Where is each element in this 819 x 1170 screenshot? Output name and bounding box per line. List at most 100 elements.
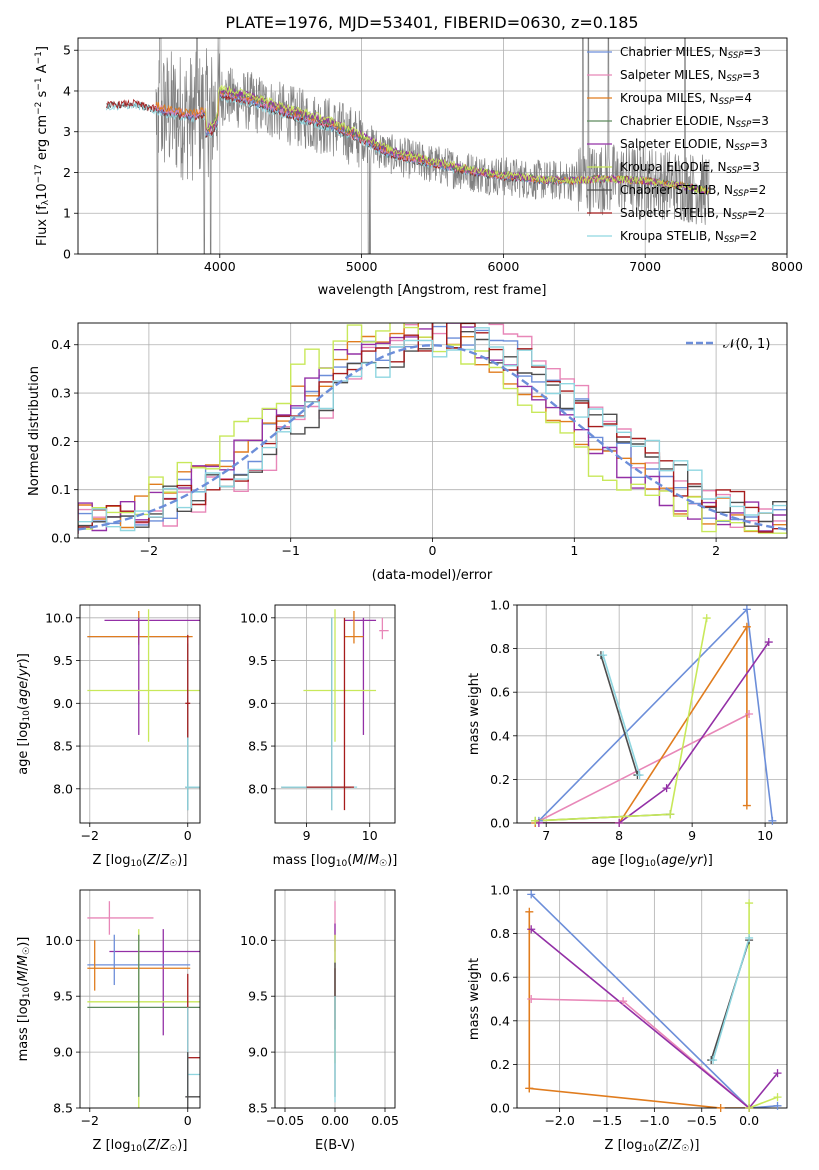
y-tick-label: 1.0 <box>490 883 510 898</box>
label-part: Z [log <box>605 1138 643 1153</box>
label-part: )] <box>703 853 713 868</box>
ebv-panel: −0.05 0.00 0.05 8.5 9.0 9.5 10.0 E(B-V) <box>240 889 399 1153</box>
weight-marker-kroupa_elodie <box>745 899 754 908</box>
legend-entry-kroupa_elodie: Kroupa ELODIE, NSSP=3 <box>620 160 760 176</box>
legend-label: Salpeter MILES, N <box>620 68 727 82</box>
y-tick-label: 0.2 <box>490 1057 510 1072</box>
x-tick-label: −2 <box>81 1113 99 1128</box>
y-tick-label: 8.5 <box>53 739 73 754</box>
x-axis-label: Z [log10(Z/Z☉)] <box>605 1138 700 1154</box>
label-part: / <box>364 853 369 868</box>
label-part: / <box>685 853 690 868</box>
plot-area <box>281 609 389 811</box>
label-part: 10 <box>22 986 32 998</box>
label-part: / <box>156 853 161 868</box>
x-tick-label: 0.05 <box>371 1113 399 1128</box>
legend-entry-chabrier_miles: Chabrier MILES, NSSP=3 <box>620 45 761 61</box>
y-axis-label: mass weight <box>467 673 482 755</box>
weight-marker-salpeter_miles <box>527 995 536 1003</box>
legend-entry-chabrier_elodie: Chabrier ELODIE, NSSP=3 <box>620 114 769 130</box>
weight-marker-kroupa_miles <box>742 801 751 810</box>
x-tick-label: 0 <box>429 543 437 558</box>
x-tick-label: 9 <box>303 828 311 843</box>
y-axis-label: mass weight <box>467 958 482 1040</box>
y-tick-label: 0.0 <box>490 1101 510 1116</box>
x-tick-label: −0.05 <box>266 1113 304 1128</box>
legend-sub: SSP <box>719 97 735 107</box>
y-tick-label: 8.0 <box>53 781 73 796</box>
weight-marker-kroupa_miles <box>525 907 534 916</box>
errorbar-salpeter_elodie <box>109 929 200 1036</box>
weight-line-kroupa_elodie <box>748 903 778 1108</box>
weight-line-salpeter_elodie <box>530 928 779 1108</box>
y-tick-label: 0.3 <box>51 386 71 401</box>
axes-frame <box>516 604 788 824</box>
y-label-part: ] <box>35 46 50 51</box>
y-tick-label: 9.5 <box>248 989 268 1004</box>
y-tick-label: 8.5 <box>53 1101 73 1116</box>
x-axis-label: E(B-V) <box>315 1138 355 1153</box>
y-tick-label: 9.0 <box>53 1045 73 1060</box>
y-axis-label: age [log10(age/yr)] <box>16 653 32 775</box>
y-tick-label: 8.5 <box>248 739 268 754</box>
errorbar-kroupa_elodie <box>303 609 377 742</box>
legend-suffix: =3 <box>750 137 768 151</box>
frame: 4000 5000 6000 7000 8000 0 1 2 3 4 5 <box>63 37 803 274</box>
y-tick-label: 0.2 <box>51 434 71 449</box>
frame: −2 −1 0 1 2 0.0 0.1 0.2 0.3 0.4 <box>51 322 788 558</box>
y-tick-label: 9.5 <box>53 989 73 1004</box>
label-part: age <box>661 853 685 868</box>
errorbar-salpeter_miles <box>379 617 389 640</box>
y-axis-label: Flux [fλ10−17 erg cm−2 s−1 A−1] <box>34 46 51 246</box>
weight-line-kroupa_miles <box>528 911 750 1108</box>
legend-entry-normal: 𝒩(0, 1) <box>723 337 770 352</box>
y-tick-label: 10.0 <box>240 610 268 625</box>
x-axis-label: age [log10(age/yr)] <box>591 853 713 869</box>
label-part: M <box>16 955 31 966</box>
x-tick-label: 10 <box>362 828 378 843</box>
y-tick-label: 0.0 <box>51 531 71 546</box>
legend-entry-kroupa_miles: Kroupa MILES, NSSP=4 <box>620 91 752 107</box>
label-part: ☉ <box>379 859 387 869</box>
label-part: 10 <box>130 859 142 869</box>
label-part: Z <box>658 1138 669 1153</box>
y-tick-label: 0.1 <box>51 482 71 497</box>
legend-suffix: =3 <box>742 160 760 174</box>
x-tick-label: 5000 <box>346 259 378 274</box>
legend-sub: SSP <box>733 189 749 199</box>
legend-suffix: =3 <box>751 114 769 128</box>
y-label-part: λ <box>41 199 51 205</box>
legend-sub: SSP <box>727 74 743 84</box>
x-tick-label: −2.0 <box>544 1113 574 1128</box>
y-tick-label: 0.4 <box>490 728 510 743</box>
weight-marker-salpeter_miles <box>745 710 754 718</box>
x-tick-label: −1.5 <box>592 1113 622 1128</box>
y-tick-label: 0.8 <box>490 926 510 941</box>
weight-marker-salpeter_elodie <box>773 1069 782 1078</box>
weight-marker-chabrier_miles <box>742 605 751 614</box>
y-tick-label: 3 <box>63 124 71 139</box>
label-part: Z <box>146 1138 157 1153</box>
weight-marker-chabrier_miles <box>527 890 536 899</box>
weight-marker-kroupa_elodie <box>531 816 540 825</box>
legend-label: Chabrier MILES, N <box>620 45 728 59</box>
label-part: / <box>16 965 31 970</box>
hist-salpeter_stelib <box>78 323 787 533</box>
legend-label: Kroupa STELIB, N <box>620 229 724 243</box>
label-part: Z [log <box>93 1138 131 1153</box>
x-axis-label: mass [log10(M/M☉)] <box>273 853 398 869</box>
y-tick-label: 0.4 <box>490 1013 510 1028</box>
weight-marker-kroupa_miles <box>742 622 751 631</box>
weight-marker-kroupa_miles <box>716 1104 725 1112</box>
x-axis-label: (data-model)/error <box>372 568 493 583</box>
x-tick-label: −2 <box>140 543 158 558</box>
legend-label: Kroupa ELODIE, N <box>620 160 727 174</box>
label-part: Z [log <box>93 853 131 868</box>
x-tick-label: 7000 <box>629 259 661 274</box>
label-part: ☉ <box>169 1144 177 1154</box>
weight-marker-kroupa_stelib <box>599 651 608 660</box>
axes-frame <box>79 604 201 824</box>
